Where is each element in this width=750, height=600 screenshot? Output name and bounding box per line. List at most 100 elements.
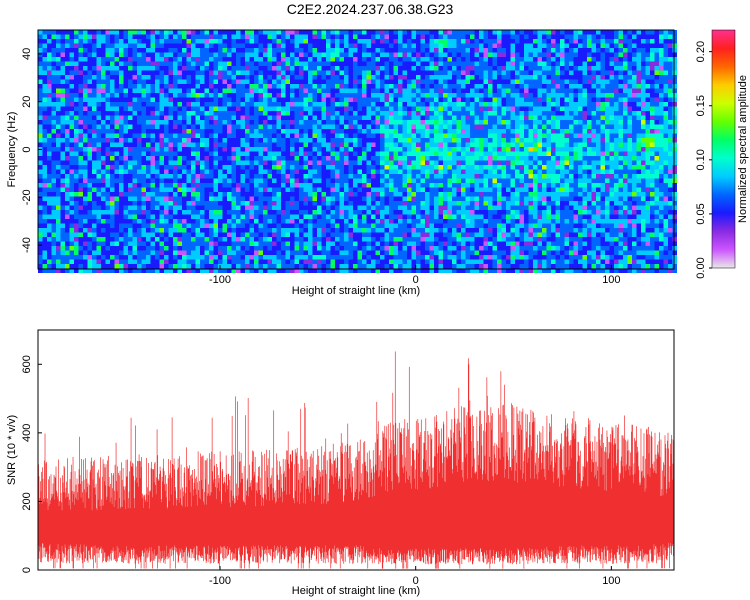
- spectrogram-cell: [281, 223, 286, 228]
- spectrogram-cell: [195, 183, 200, 188]
- spectrogram-cell: [321, 39, 326, 44]
- spectrogram-cell: [137, 196, 142, 201]
- spectrogram-cell: [420, 219, 425, 224]
- spectrogram-cell: [411, 147, 416, 152]
- spectrogram-cell: [155, 48, 160, 53]
- spectrogram-cell: [299, 169, 304, 174]
- spectrogram-cell: [321, 129, 326, 134]
- spectrogram-cell: [78, 196, 83, 201]
- spectrogram-cell: [276, 43, 281, 48]
- spectrogram-cell: [209, 30, 214, 35]
- spectrogram-cell: [236, 219, 241, 224]
- spectrogram-cell: [380, 183, 385, 188]
- spectrogram-cell: [348, 246, 353, 251]
- spectrogram-cell: [290, 183, 295, 188]
- spectrogram-cell: [357, 133, 362, 138]
- spectrogram-cell: [249, 259, 254, 264]
- spectrogram-cell: [227, 61, 232, 66]
- spectrogram-cell: [317, 30, 322, 35]
- spectrogram-cell: [357, 237, 362, 242]
- spectrogram-cell: [204, 241, 209, 246]
- spectrogram-cell: [312, 57, 317, 62]
- spectrogram-cell: [443, 93, 448, 98]
- spectrogram-cell: [200, 84, 205, 89]
- spectrogram-cell: [74, 165, 79, 170]
- spectrogram-cell: [200, 178, 205, 183]
- spectrogram-cell: [114, 84, 119, 89]
- spectrogram-cell: [254, 223, 259, 228]
- spectrogram-cell: [317, 147, 322, 152]
- spectrogram-cell: [96, 120, 101, 125]
- spectrogram-cell: [141, 237, 146, 242]
- spectrogram-cell: [56, 70, 61, 75]
- spectrogram-cell: [416, 61, 421, 66]
- spectrogram-cell: [159, 97, 164, 102]
- spectrogram-cell: [69, 138, 74, 143]
- spectrogram-cell: [326, 151, 331, 156]
- spectrogram-cell: [47, 250, 52, 255]
- spectrogram-cell: [146, 61, 151, 66]
- spectrogram-cell: [173, 228, 178, 233]
- spectrogram-cell: [263, 34, 268, 39]
- spectrogram-cell: [276, 61, 281, 66]
- spectrogram-cell: [443, 75, 448, 80]
- spectrogram-cell: [416, 214, 421, 219]
- spectrogram-cell: [123, 210, 128, 215]
- spectrogram-cell: [353, 34, 358, 39]
- spectrogram-cell: [443, 142, 448, 147]
- spectrogram-cell: [42, 228, 47, 233]
- spectrogram-cell: [83, 61, 88, 66]
- spectrogram-cell: [132, 214, 137, 219]
- spectrogram-cell: [65, 115, 70, 120]
- spectrogram-cell: [110, 151, 115, 156]
- spectrogram-cell: [258, 61, 263, 66]
- spectrogram-cell: [407, 120, 412, 125]
- spectrogram-cell: [186, 115, 191, 120]
- spectrogram-cell: [308, 205, 313, 210]
- spectrogram-cell: [375, 187, 380, 192]
- spectrogram-cell: [344, 84, 349, 89]
- spectrogram-cell: [218, 52, 223, 57]
- spectrogram-cell: [263, 219, 268, 224]
- spectrogram-cell: [168, 66, 173, 71]
- spectrogram-cell: [47, 201, 52, 206]
- spectrogram-cell: [78, 268, 83, 273]
- spectrogram-cell: [110, 34, 115, 39]
- spectrogram-cell: [146, 187, 151, 192]
- spectrogram-cell: [380, 84, 385, 89]
- spectrogram-cell: [69, 205, 74, 210]
- spectrogram-cell: [434, 156, 439, 161]
- spectrogram-cell: [51, 169, 56, 174]
- spectrogram-cell: [254, 232, 259, 237]
- spectrogram-cell: [78, 237, 83, 242]
- spectrogram-cell: [101, 115, 106, 120]
- spectrogram-cell: [245, 111, 250, 116]
- spectrogram-cell: [416, 232, 421, 237]
- spectrogram-cell: [60, 39, 65, 44]
- spectrogram-cell: [222, 115, 227, 120]
- spectrogram-cell: [78, 264, 83, 269]
- spectrogram-cell: [272, 115, 277, 120]
- spectrogram-cell: [128, 178, 133, 183]
- spectrogram-cell: [123, 97, 128, 102]
- spectrogram-cell: [168, 79, 173, 84]
- spectrogram-cell: [263, 88, 268, 93]
- spectrogram-cell: [69, 250, 74, 255]
- spectrogram-cell: [236, 192, 241, 197]
- spectrogram-cell: [267, 124, 272, 129]
- spectrogram-cell: [362, 192, 367, 197]
- spectrogram-cell: [146, 174, 151, 179]
- spectrogram-cell: [204, 111, 209, 116]
- spectrogram-cell: [407, 232, 412, 237]
- spectrogram-cell: [272, 196, 277, 201]
- spectrogram-cell: [78, 187, 83, 192]
- spectrogram-cell: [276, 165, 281, 170]
- spectrogram-cell: [65, 169, 70, 174]
- spectrogram-cell: [258, 102, 263, 107]
- spectrogram-cell: [375, 192, 380, 197]
- spectrogram-cell: [285, 52, 290, 57]
- spectrogram-cell: [186, 97, 191, 102]
- spectrogram-cell: [290, 52, 295, 57]
- spectrogram-cell: [164, 187, 169, 192]
- spectrogram-cell: [65, 61, 70, 66]
